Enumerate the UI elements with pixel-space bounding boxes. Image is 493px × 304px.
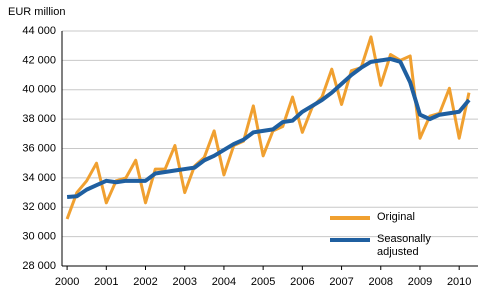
x-tick-label: 2004 (212, 276, 236, 288)
y-tick-label: 32 000 (22, 201, 56, 213)
x-tick-label: 2002 (133, 276, 157, 288)
legend-label: Seasonally adjusted (377, 233, 431, 258)
y-tick-label: 34 000 (22, 172, 56, 184)
y-tick-label: 44 000 (22, 25, 56, 37)
x-tick-label: 2009 (408, 276, 432, 288)
series-line (65, 35, 471, 220)
legend-label: Original (377, 211, 415, 223)
y-tick-label: 42 000 (22, 54, 56, 66)
x-tick-label: 2008 (369, 276, 393, 288)
y-axis-label: EUR million (8, 6, 65, 18)
y-tick-label: 28 000 (22, 260, 56, 272)
y-tick-label: 38 000 (22, 113, 56, 125)
x-tick-label: 2000 (55, 276, 79, 288)
y-tick-label: 30 000 (22, 231, 56, 243)
series-line (66, 56, 471, 199)
x-tick-label: 2007 (329, 276, 353, 288)
y-tick-label: 36 000 (22, 142, 56, 154)
y-tick-label: 40 000 (22, 84, 56, 96)
x-tick-label: 2003 (172, 276, 196, 288)
x-tick-label: 2001 (94, 276, 118, 288)
x-tick-label: 2005 (251, 276, 275, 288)
x-tick-label: 2006 (290, 276, 314, 288)
x-tick-label: 2010 (447, 276, 471, 288)
